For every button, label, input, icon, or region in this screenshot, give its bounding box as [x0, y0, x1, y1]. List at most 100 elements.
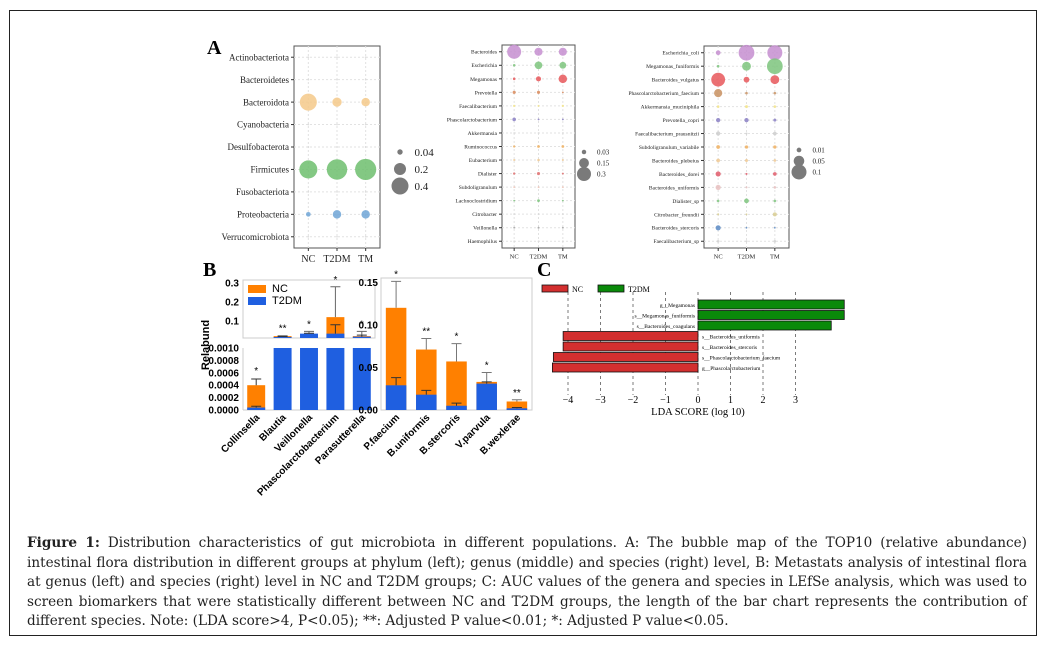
legend-bubble — [577, 167, 591, 181]
bubble — [558, 47, 567, 56]
y-tick-label: Faecalibacterium_sp — [653, 239, 699, 245]
legend-label: 0.04 — [415, 147, 435, 159]
bubble — [744, 198, 749, 204]
bubble — [717, 213, 720, 216]
lda-bar — [552, 362, 699, 373]
bar-t2dm — [446, 405, 467, 410]
y-tick-label: Dialister_sp — [672, 199, 699, 205]
caption-text: Distribution characteristics of gut micr… — [27, 535, 1027, 629]
bubble — [336, 146, 338, 148]
significance-mark: ** — [513, 388, 521, 399]
bubble — [773, 186, 777, 189]
y-tick-label: Faecalibacterium_prausnitzii — [635, 131, 699, 137]
x-tick-label: −3 — [595, 395, 606, 406]
y-tick-label: 0.2 — [225, 297, 239, 308]
y-tick-label: 0.00 — [359, 406, 379, 417]
significance-mark: * — [455, 332, 459, 343]
y-tick-label: 0.3 — [225, 279, 239, 290]
bubble — [336, 190, 338, 193]
error-bar — [391, 280, 402, 308]
legend-label-nc: NC — [272, 283, 288, 295]
y-tick-label: Cyanobacteria — [237, 120, 289, 130]
bubble-chart-species: Escherichia_coli Megamonas_funiformis Bact… — [628, 44, 826, 261]
bubble — [535, 76, 542, 82]
y-tick-label: Akkermansia — [468, 131, 498, 137]
bubble — [561, 132, 564, 134]
y-tick-label: Bacteroides_vulgatus — [652, 78, 699, 84]
bubble — [307, 146, 310, 148]
bar-t2dm — [326, 333, 345, 338]
significance-mark: ** — [422, 326, 430, 337]
legend-bubble — [791, 164, 807, 180]
y-tick-label: 0.15 — [359, 278, 379, 289]
bubble — [743, 76, 750, 83]
y-tick-label: Proteobacteria — [237, 209, 289, 219]
y-tick-label: Phascolarctobacterium_faecium — [628, 90, 699, 97]
bubble — [716, 117, 721, 123]
x-axis-label: LDA SCORE (log 10) — [651, 407, 745, 418]
y-tick-label: Prevotella_copri — [663, 118, 700, 124]
bubble — [307, 123, 310, 126]
panel-label-b: B — [203, 259, 216, 281]
legend-label: 0.2 — [415, 164, 429, 176]
bubble — [512, 117, 516, 122]
error-bar — [451, 343, 462, 362]
bubble-chart-phylum: Actinobacteriota Bacteroidetes Bacteroidot… — [222, 45, 435, 265]
bar-nc — [247, 385, 266, 410]
x-tick-label: 0 — [696, 395, 701, 406]
bubble — [773, 91, 777, 95]
bubble — [745, 213, 748, 216]
bubble — [745, 132, 748, 135]
lda-bar — [697, 299, 845, 310]
bubble — [558, 74, 568, 84]
bubble — [537, 145, 540, 148]
y-tick-label: Bacteroides — [471, 50, 497, 56]
caption-label: Figure 1: — [27, 535, 100, 551]
x-tick-label: 3 — [793, 395, 798, 406]
bubble — [716, 158, 721, 163]
figure-frame — [9, 10, 1037, 636]
bubble — [561, 159, 564, 162]
bubble — [336, 78, 338, 81]
bubble — [561, 226, 564, 229]
y-tick-label: Bacteroidetes — [240, 75, 289, 85]
x-tick-label: −4 — [563, 395, 574, 406]
y-tick-label: 0.0010 — [208, 344, 239, 355]
bar-label: s__Bacteroides_coagulans — [637, 324, 695, 330]
bubble — [364, 123, 367, 126]
bar-nc — [385, 307, 407, 410]
bubble — [561, 118, 564, 121]
bubble — [326, 159, 348, 180]
y-tick-label: Megamonas_funiformis — [646, 63, 699, 70]
bubble — [773, 239, 777, 243]
error-bar — [330, 286, 341, 318]
lda-bar — [552, 352, 699, 362]
legend-label: 0.3 — [597, 170, 606, 178]
bubble — [336, 123, 338, 126]
error-bar — [391, 377, 402, 386]
bubble — [307, 56, 310, 59]
bubble — [715, 225, 721, 231]
significance-mark: * — [254, 366, 258, 377]
bubble — [745, 91, 748, 95]
error-bar — [251, 378, 262, 386]
bar-chart-species: 0.000.050.100.15*P.faecium**B.uniformis*… — [359, 269, 533, 459]
bubble — [513, 199, 516, 202]
y-tick-label: Actinobacteriota — [229, 52, 289, 62]
legend-swatch-nc — [541, 284, 569, 293]
y-tick-label: Phascolarctobacterium — [447, 117, 498, 123]
bubble — [537, 118, 540, 121]
bubble — [561, 199, 564, 202]
y-tick-label: Bacteroides_dorei — [659, 172, 699, 178]
bar-label: g__Phascolarctobacterium — [702, 366, 761, 372]
x-tick-label: 1 — [728, 395, 733, 406]
bar-t2dm — [352, 348, 371, 410]
legend-label: 0.05 — [813, 157, 826, 165]
bubble — [744, 145, 749, 149]
x-tick-label: −2 — [628, 395, 639, 406]
bubble — [513, 145, 516, 148]
y-tick-label: Faecalibacterium — [459, 104, 498, 110]
x-tick-label: NC — [301, 254, 315, 265]
figure-caption: Figure 1: Distribution characteristics o… — [27, 534, 1027, 632]
y-tick-label: 0.10 — [359, 320, 379, 331]
